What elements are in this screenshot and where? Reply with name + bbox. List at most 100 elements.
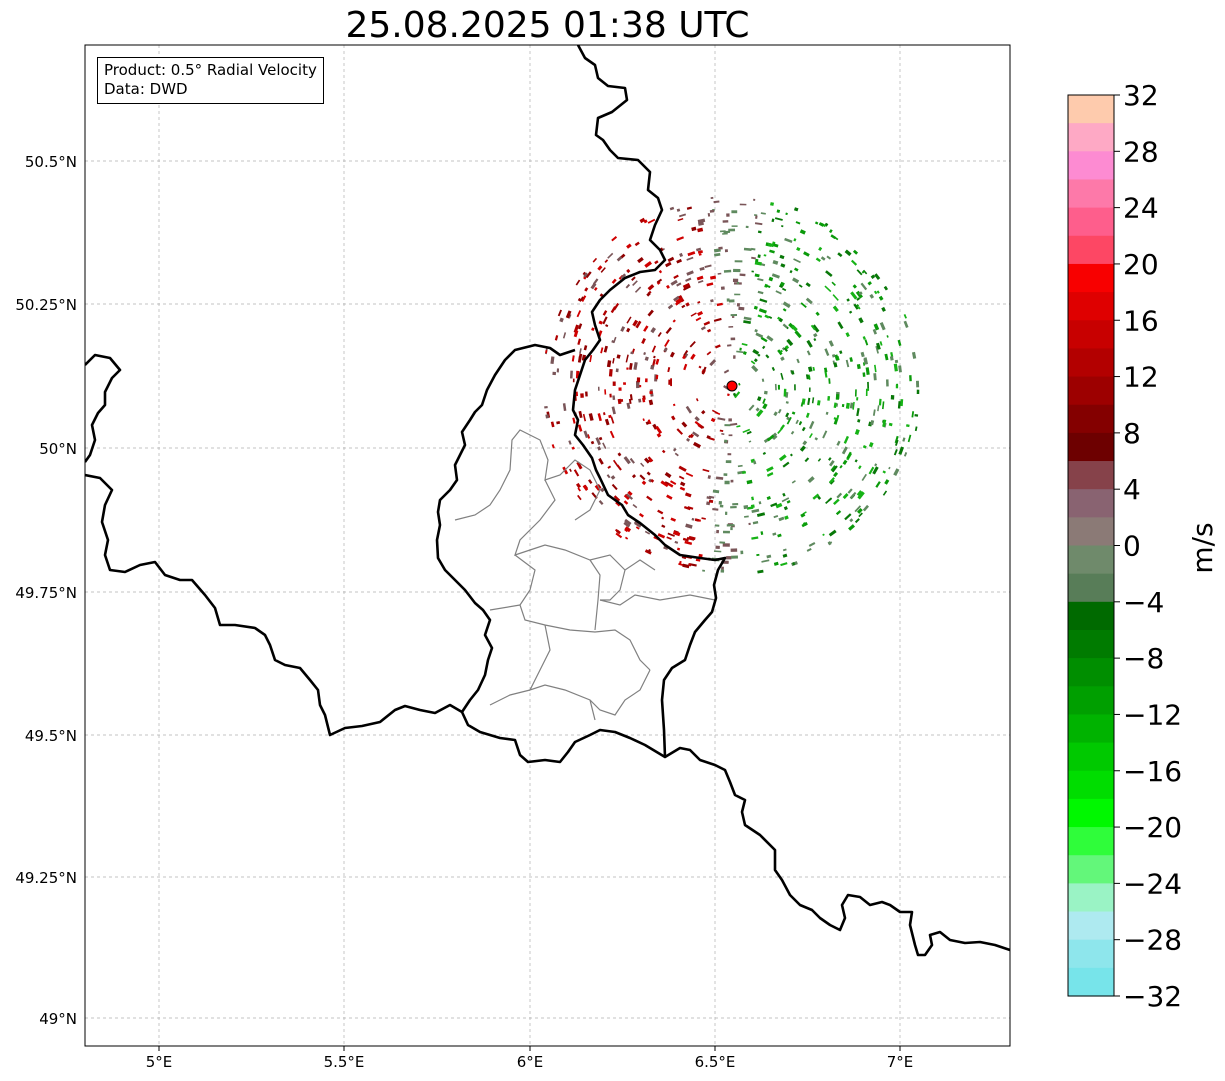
radar-echo: [732, 278, 739, 283]
radar-echo: [696, 275, 704, 281]
radar-echo: [900, 399, 904, 407]
radar-echo: [852, 284, 857, 289]
radar-echo: [597, 446, 602, 451]
radar-echo: [576, 461, 583, 470]
radar-echo: [727, 453, 732, 456]
radar-echo: [670, 480, 677, 486]
radar-echo: [664, 481, 670, 486]
radar-echo: [854, 459, 858, 463]
radar-echo: [679, 481, 686, 487]
radar-echo: [647, 548, 652, 553]
radar-echo: [647, 309, 654, 317]
radar-echo: [681, 421, 688, 428]
radar-echo: [814, 221, 819, 225]
radar-echo: [760, 336, 768, 343]
radar-echo: [830, 465, 837, 472]
radar-echo: [861, 270, 866, 274]
radar-echo: [679, 252, 684, 258]
radar-echo: [754, 261, 762, 266]
radar-echo: [725, 460, 732, 464]
radar-echo: [598, 436, 603, 441]
radar-echo: [637, 256, 644, 264]
radar-echo: [632, 280, 638, 287]
lat-label: 50.5°N: [25, 153, 77, 171]
colorbar-band: [1068, 461, 1114, 490]
colorbar-band: [1068, 686, 1114, 716]
radar-echo: [782, 492, 786, 497]
radar-echo: [577, 297, 583, 302]
radar-echo: [600, 267, 606, 273]
radar-echo: [612, 459, 619, 467]
radar-echo: [706, 435, 711, 440]
radar-echo: [635, 526, 640, 530]
radar-echo: [778, 454, 787, 462]
radar-echo: [757, 254, 761, 258]
radar-echo: [626, 402, 631, 410]
radar-echo: [683, 505, 691, 511]
radar-echo: [731, 555, 739, 559]
radar-echo: [818, 222, 825, 227]
radar-echo: [599, 487, 605, 493]
radar-echo: [768, 276, 774, 282]
radar-echo: [733, 268, 741, 273]
radar-echo: [832, 294, 839, 301]
radar-echo: [649, 390, 653, 395]
radar-echo: [592, 257, 598, 263]
radar-echo: [807, 476, 815, 484]
radar-echo: [724, 439, 728, 443]
radar-echo: [822, 430, 828, 439]
radar-echo: [790, 430, 795, 435]
radar-echo: [786, 338, 794, 347]
radar-echo: [867, 388, 870, 391]
radar-echo: [598, 320, 603, 325]
radar-echo: [791, 480, 796, 484]
radar-echo: [751, 496, 755, 501]
radar-echo: [816, 400, 821, 406]
radar-echo: [828, 497, 832, 502]
radar-echo: [743, 505, 749, 510]
radar-echo: [595, 437, 601, 446]
radar-echo: [616, 256, 623, 262]
radar-echo: [665, 327, 672, 335]
radar-echo: [576, 310, 582, 318]
radar-echo: [612, 395, 616, 400]
radar-echo: [704, 264, 712, 268]
radar-echo: [667, 532, 675, 537]
colorbar-band: [1068, 95, 1114, 124]
radar-echo: [676, 547, 681, 551]
radar-echo: [860, 351, 865, 358]
radar-echo: [554, 335, 559, 341]
radar-echo: [903, 452, 908, 457]
radar-echo: [617, 452, 622, 457]
radar-echo: [673, 274, 679, 279]
radar-echo: [625, 283, 631, 289]
radar-echo: [643, 325, 649, 332]
latitude-labels: 50.5°N 50.25°N 50°N 49.75°N 49.5°N 49.25…: [15, 153, 77, 1028]
colorbar-tick-label: −12: [1123, 698, 1182, 731]
radar-echo: [756, 396, 762, 402]
map-title: 25.08.2025 01:38 UTC: [345, 5, 750, 46]
radar-echo: [678, 560, 682, 565]
radar-echo: [805, 282, 811, 288]
radar-echo: [624, 518, 632, 526]
radar-echo: [754, 222, 763, 226]
radar-echo: [828, 457, 832, 461]
radar-echo: [893, 468, 900, 477]
radar-echo: [737, 464, 743, 468]
radar-echo: [878, 398, 882, 406]
radar-echo: [879, 321, 886, 331]
radar-echo: [905, 424, 910, 428]
colorbar-band: [1068, 179, 1114, 209]
colorbar-band: [1068, 629, 1114, 659]
radar-echo: [638, 513, 644, 518]
radar-echo: [728, 228, 736, 232]
radar-echo: [732, 503, 739, 506]
radar-echo: [781, 225, 784, 228]
radar-site-marker[interactable]: [726, 380, 738, 392]
radar-echo: [782, 301, 791, 309]
radar-echo: [726, 393, 730, 397]
radar-echo: [607, 465, 612, 469]
radar-echo: [852, 249, 859, 255]
radar-echo: [724, 249, 728, 253]
radar-echo: [710, 196, 714, 199]
